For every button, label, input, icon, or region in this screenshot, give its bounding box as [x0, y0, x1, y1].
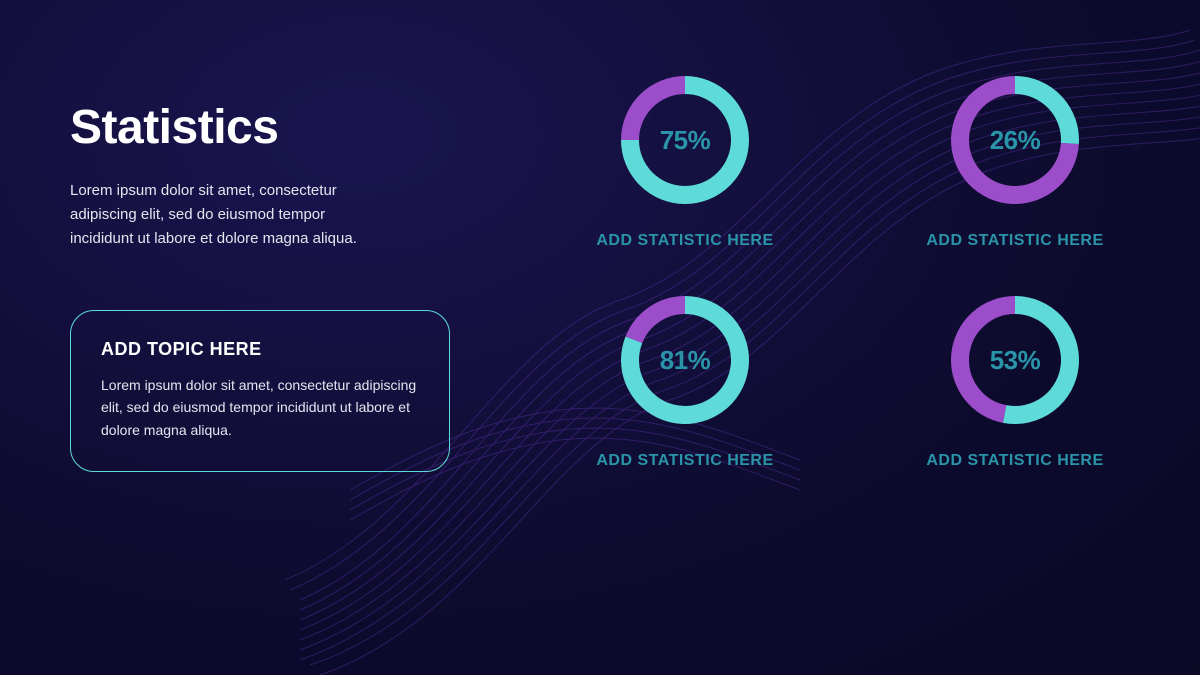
stats-grid: 75% ADD STATISTIC HERE 26% ADD STATISTIC… — [540, 70, 1160, 470]
page-description: Lorem ipsum dolor sit amet, consectetur … — [70, 179, 390, 251]
stat-2: 81% ADD STATISTIC HERE — [540, 290, 830, 470]
stat-3: 53% ADD STATISTIC HERE — [870, 290, 1160, 470]
donut-2: 81% — [615, 290, 755, 430]
stat-value-1: 26% — [945, 70, 1085, 210]
topic-box: ADD TOPIC HERE Lorem ipsum dolor sit ame… — [70, 310, 450, 472]
stat-label-2: ADD STATISTIC HERE — [596, 452, 773, 470]
stat-0: 75% ADD STATISTIC HERE — [540, 70, 830, 250]
donut-0: 75% — [615, 70, 755, 210]
donut-1: 26% — [945, 70, 1085, 210]
stat-1: 26% ADD STATISTIC HERE — [870, 70, 1160, 250]
donut-3: 53% — [945, 290, 1085, 430]
page-title: Statistics — [70, 100, 470, 155]
topic-description: Lorem ipsum dolor sit amet, consectetur … — [101, 374, 419, 441]
stat-value-2: 81% — [615, 290, 755, 430]
stat-value-0: 75% — [615, 70, 755, 210]
stat-label-0: ADD STATISTIC HERE — [596, 232, 773, 250]
stat-label-3: ADD STATISTIC HERE — [926, 452, 1103, 470]
stat-label-1: ADD STATISTIC HERE — [926, 232, 1103, 250]
topic-title: ADD TOPIC HERE — [101, 339, 419, 360]
stat-value-3: 53% — [945, 290, 1085, 430]
